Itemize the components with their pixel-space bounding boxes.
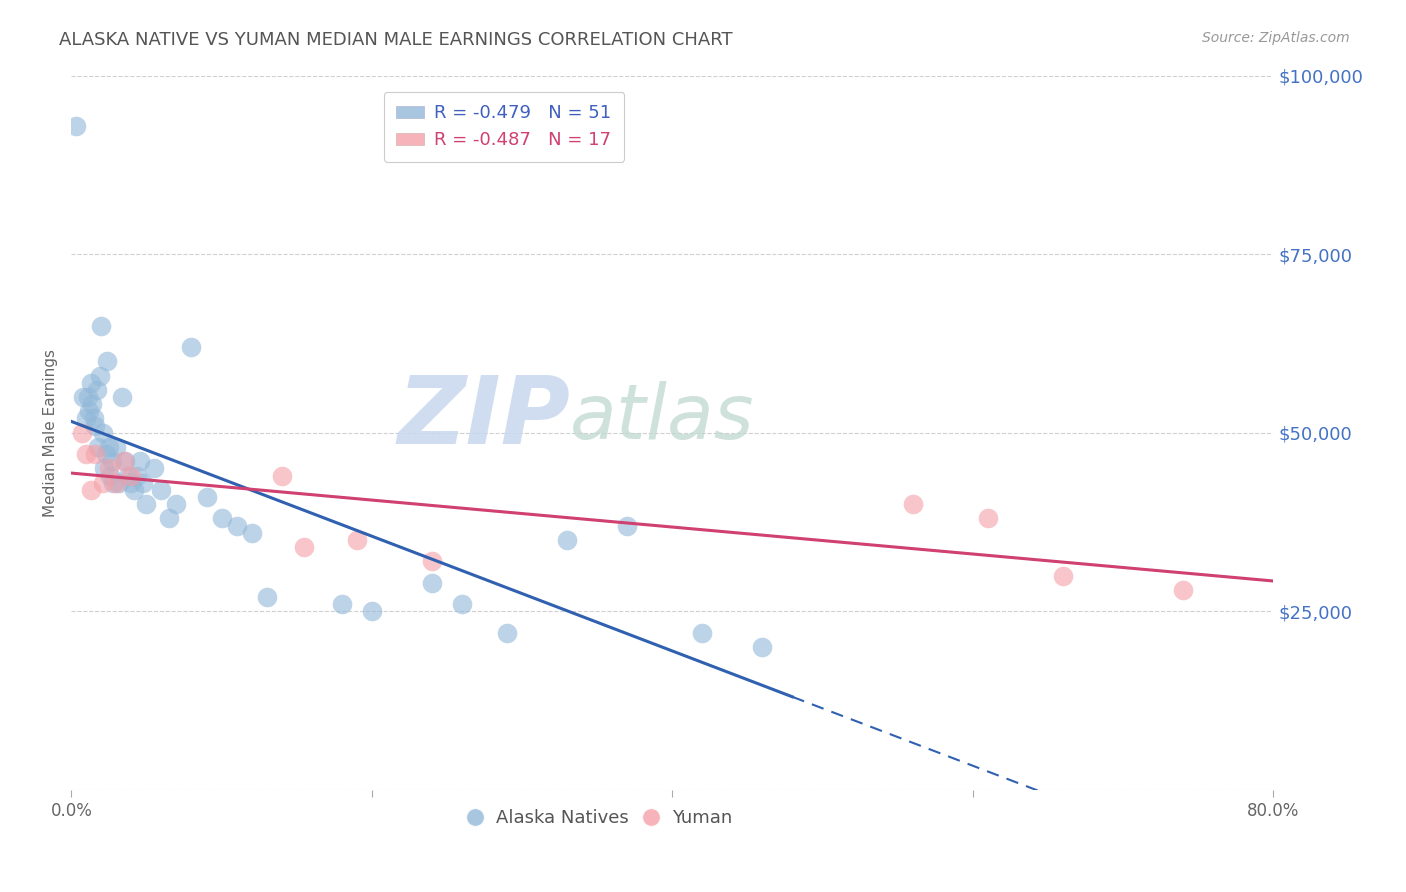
Point (105, 440, 128, 454)
Text: Source: ZipAtlas.com: Source: ZipAtlas.com (1202, 31, 1350, 45)
Point (1171, 582, 1194, 597)
Point (65, 119, 87, 133)
Point (1052, 568, 1074, 582)
Point (690, 625, 713, 640)
Point (101, 454, 124, 468)
Point (70, 425, 93, 440)
Point (129, 454, 152, 468)
Point (97, 461, 120, 475)
Point (360, 604, 382, 618)
Point (270, 468, 292, 483)
Point (901, 497, 924, 511)
Point (112, 454, 135, 468)
Point (100, 468, 122, 483)
Point (96, 354, 118, 368)
Point (108, 475, 131, 490)
Point (114, 454, 136, 468)
Point (330, 597, 353, 611)
Point (420, 575, 443, 590)
Point (292, 540, 315, 554)
Point (132, 475, 155, 490)
Point (111, 390, 134, 404)
Point (150, 483, 173, 497)
Point (496, 625, 519, 640)
Point (105, 475, 128, 490)
Point (84, 418, 107, 433)
Point (103, 475, 125, 490)
Point (166, 497, 188, 511)
Point (117, 468, 139, 483)
Point (75, 411, 97, 425)
Point (616, 518, 638, 533)
Point (180, 340, 202, 354)
Point (225, 518, 247, 533)
Point (555, 533, 578, 547)
Point (91, 475, 114, 490)
Point (157, 511, 180, 525)
Point (89, 368, 111, 383)
Point (86, 383, 108, 397)
Point (87, 440, 110, 454)
Point (135, 497, 157, 511)
Y-axis label: Median Male Earnings: Median Male Earnings (44, 349, 58, 516)
Point (83, 411, 105, 425)
Point (751, 640, 773, 654)
Point (93, 461, 115, 475)
Point (127, 468, 149, 483)
Point (90, 318, 112, 333)
Point (451, 597, 474, 611)
Point (211, 511, 233, 525)
Point (79, 404, 101, 418)
Point (195, 490, 218, 504)
Point (75, 447, 97, 461)
Point (91, 425, 114, 440)
Text: ALASKA NATIVE VS YUMAN MEDIAN MALE EARNINGS CORRELATION CHART: ALASKA NATIVE VS YUMAN MEDIAN MALE EARNI… (59, 31, 733, 49)
Point (84, 447, 107, 461)
Point (240, 525, 263, 540)
Point (82, 397, 104, 411)
Point (120, 468, 142, 483)
Point (76, 390, 98, 404)
Text: atlas: atlas (569, 382, 755, 456)
Point (72, 390, 94, 404)
Point (124, 483, 146, 497)
Point (80, 483, 103, 497)
Point (256, 590, 278, 604)
Point (94, 447, 117, 461)
Legend: Alaska Natives, Yuman: Alaska Natives, Yuman (460, 802, 740, 835)
Point (142, 461, 165, 475)
Text: ZIP: ZIP (398, 373, 569, 465)
Point (120, 475, 142, 490)
Point (80, 376, 103, 390)
Point (976, 511, 998, 525)
Point (346, 533, 368, 547)
Point (420, 554, 443, 568)
Point (97, 440, 120, 454)
